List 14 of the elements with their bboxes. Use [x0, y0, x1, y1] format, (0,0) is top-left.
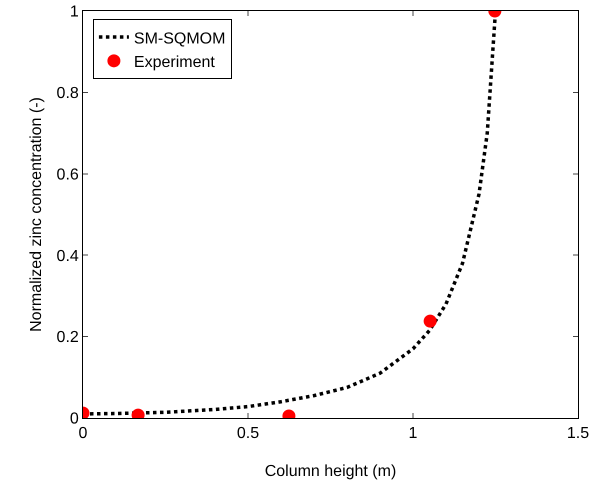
legend-label: Experiment [134, 54, 216, 72]
y-tick-label: 0.6 [56, 166, 79, 184]
y-tick-label: 1 [70, 4, 79, 21]
x-tick-label: 1.5 [566, 425, 590, 442]
legend-label: SM-SQMOM [134, 30, 226, 48]
y-tick-label: 0 [70, 410, 79, 428]
x-axis-title: Column height (m) [264, 463, 396, 480]
y-tick-label: 0.8 [56, 85, 79, 102]
y-tick-label: 0.4 [56, 248, 79, 265]
y-axis-title: Normalized zinc concentration (-) [28, 97, 45, 332]
y-tick-label: 0.2 [56, 329, 79, 346]
x-tick-label: 1 [408, 425, 418, 442]
x-tick-label: 0.5 [236, 425, 260, 442]
point [424, 314, 437, 328]
